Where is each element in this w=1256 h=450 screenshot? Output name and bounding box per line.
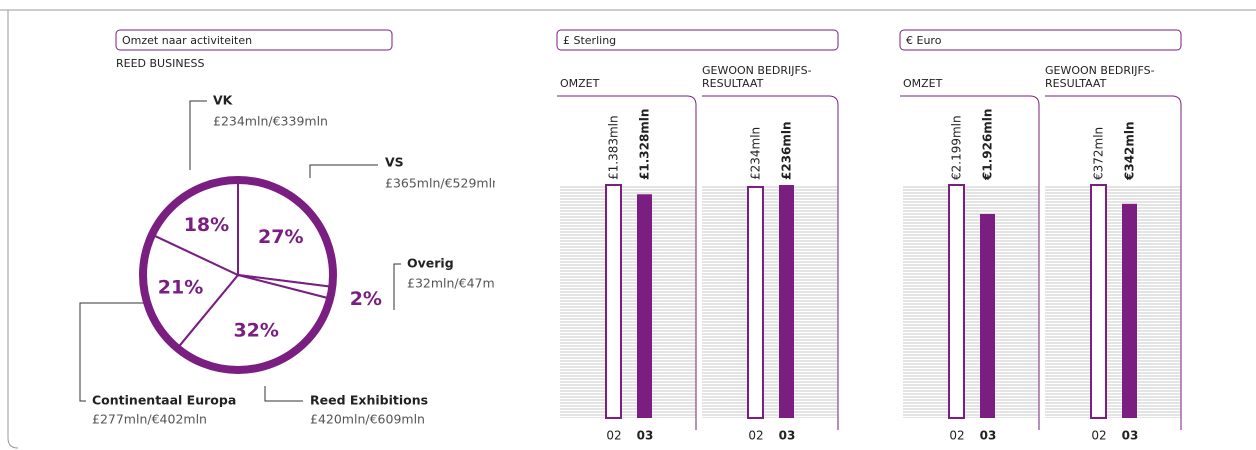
bar (605, 184, 622, 419)
category-label: Overig (407, 256, 454, 271)
panel-label: OMZET (560, 77, 600, 90)
leader-line (79, 302, 146, 402)
bar-group: £ Sterling OMZET £1.383mln 02 £1.328mln 03 GEW… (556, 29, 1182, 443)
x-tick-label: 03 (779, 429, 796, 443)
title-box (115, 29, 393, 51)
hatch-background (702, 185, 838, 418)
bar (980, 213, 995, 418)
value-label: £1.328mln (638, 109, 652, 180)
bar (1122, 203, 1137, 418)
category-label: Continentaal Europa (92, 393, 236, 408)
slice-label: 2% (350, 288, 382, 310)
x-tick-label: 02 (748, 429, 763, 443)
value-label: €372mln (1092, 127, 1106, 180)
leader-line (264, 386, 303, 402)
x-tick-label: 02 (606, 429, 621, 443)
x-tick-label: 02 (949, 429, 964, 443)
pie-rim (139, 176, 337, 374)
category-detail: £365mln/€529mln (385, 176, 500, 191)
panel-label-box: GEWOON BEDRIJFS-RESULTAAT (1045, 64, 1155, 90)
title-box (899, 29, 1182, 51)
value-label: £1.383mln (607, 115, 621, 180)
value-label: €1.926mln (981, 109, 995, 181)
panel-label: GEWOON BEDRIJFS-RESULTAAT (702, 64, 812, 90)
value-label: £234mln (749, 127, 763, 180)
hatch-background (560, 185, 696, 418)
x-tick-label: 03 (980, 429, 997, 443)
panel-frame (557, 95, 697, 430)
title: £ Sterling (563, 34, 616, 47)
subtitle: REED BUSINESS (116, 57, 204, 70)
x-tick-label: 03 (1122, 429, 1139, 443)
bar (779, 185, 794, 418)
leader-line (393, 263, 401, 310)
bar (948, 184, 965, 419)
category-label: Reed Exhibitions (310, 393, 428, 408)
panel-frame (900, 95, 1040, 430)
title: € Euro (906, 34, 942, 47)
slice-label: 21% (158, 276, 203, 298)
panel-frame (1045, 95, 1182, 430)
x-tick-label: 02 (1091, 429, 1106, 443)
slice-label: 32% (233, 320, 278, 342)
leader-line (309, 164, 378, 178)
category-label: VS (385, 155, 404, 170)
value-label: €342mln (1123, 121, 1137, 181)
x-tick-label: 03 (637, 429, 654, 443)
panel-frame (702, 95, 839, 430)
pie-group: Omzet naar activiteiten REED BUSINESS 27% V… (79, 29, 506, 427)
hatch-background (903, 185, 1039, 418)
category-detail: £32mln/€47mln (407, 276, 506, 291)
bar (637, 194, 652, 418)
hatch-background (1045, 185, 1181, 418)
bar (747, 185, 764, 419)
category-detail: £277mln/€402mln (92, 412, 207, 427)
category-detail: £420mln/€609mln (310, 412, 425, 427)
value-label: £236mln (780, 121, 794, 180)
title: Omzet naar activiteiten (122, 34, 252, 47)
slice-label: 18% (184, 214, 229, 236)
value-label: €2.199mln (950, 115, 964, 180)
panel-label-box: GEWOON BEDRIJFS-RESULTAAT (702, 64, 812, 90)
panel-label-box: OMZET (560, 77, 600, 90)
title-box (556, 29, 839, 51)
leader-line (189, 100, 207, 170)
bar (1090, 184, 1107, 419)
page-frame (0, 9, 1256, 449)
panel-label: GEWOON BEDRIJFS-RESULTAAT (1045, 64, 1155, 90)
panel-label: OMZET (903, 77, 943, 90)
category-detail: £234mln/€339mln (213, 114, 328, 129)
category-label: VK (213, 93, 234, 108)
panel-label-box: OMZET (903, 77, 943, 90)
slice-label: 27% (258, 226, 303, 248)
